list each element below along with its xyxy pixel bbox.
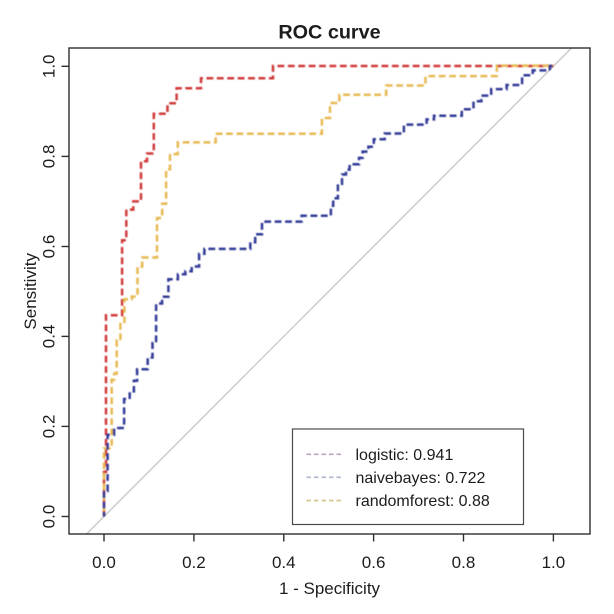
svg-text:0.4: 0.4 <box>40 325 59 349</box>
svg-text:ROC curve: ROC curve <box>278 22 380 44</box>
svg-text:0.2: 0.2 <box>40 415 59 439</box>
svg-text:0.8: 0.8 <box>452 553 476 572</box>
svg-text:0.0: 0.0 <box>92 553 116 572</box>
svg-text:naivebayes: 0.722: naivebayes: 0.722 <box>356 470 486 487</box>
svg-text:Sensitivity: Sensitivity <box>21 253 40 330</box>
svg-text:0.6: 0.6 <box>40 235 59 259</box>
svg-text:0.6: 0.6 <box>362 553 386 572</box>
svg-text:randomforest: 0.88: randomforest: 0.88 <box>356 493 490 510</box>
svg-text:1 - Specificity: 1 - Specificity <box>279 579 381 598</box>
svg-text:0.8: 0.8 <box>40 145 59 169</box>
svg-text:1.0: 1.0 <box>40 54 59 78</box>
svg-text:0.4: 0.4 <box>272 553 296 572</box>
svg-text:0.0: 0.0 <box>40 505 59 529</box>
svg-text:logistic: 0.941: logistic: 0.941 <box>356 447 454 464</box>
svg-text:0.2: 0.2 <box>182 553 206 572</box>
svg-text:1.0: 1.0 <box>542 553 566 572</box>
